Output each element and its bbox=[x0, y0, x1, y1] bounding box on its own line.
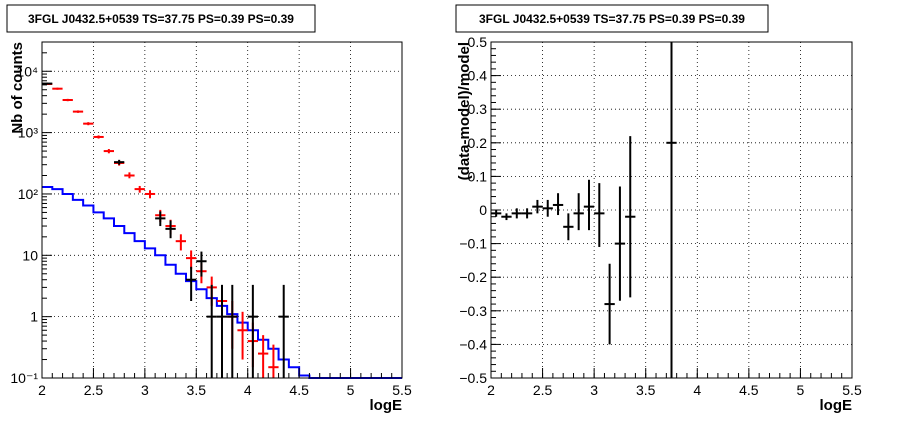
residual-data-point bbox=[583, 179, 595, 231]
counts-frame bbox=[41, 41, 403, 379]
residual-data-point bbox=[501, 213, 512, 221]
residual-x-tick-label: 3 bbox=[590, 382, 598, 398]
counts-data-point bbox=[124, 172, 135, 179]
counts-data-point bbox=[155, 211, 166, 227]
counts-y-tick-label: 10³ bbox=[18, 125, 39, 141]
counts-x-axis-label: logE bbox=[370, 397, 403, 414]
residual-data-point bbox=[594, 183, 605, 247]
counts-title-box bbox=[6, 4, 316, 33]
counts-ticks: 2 2.5 3 3.5 4 4.5 5 5.5 10⁻¹ 1 10 10² 10³ 10⁴ bbox=[10, 52, 412, 398]
counts-data-point bbox=[186, 266, 197, 301]
residual-data-point bbox=[532, 199, 543, 214]
residual-y-tick-label: −0.3 bbox=[459, 303, 487, 319]
counts-data-point bbox=[134, 185, 145, 193]
residual-y-tick-label: −0.4 bbox=[459, 336, 487, 352]
counts-data-point bbox=[52, 87, 63, 90]
residual-x-tick-label: 5 bbox=[797, 382, 805, 398]
counts-panel: 3FGL J0432.5+0539 TS=37.75 PS=0.39 PS=0.… bbox=[6, 4, 412, 414]
counts-data-point bbox=[216, 284, 228, 378]
counts-x-tick-label: 5 bbox=[347, 382, 355, 398]
counts-y-axis-label: Nb of counts bbox=[9, 42, 26, 134]
counts-data-point bbox=[93, 135, 104, 139]
residual-y-tick-label: −0.1 bbox=[459, 236, 487, 252]
counts-x-tick-label: 4.5 bbox=[289, 382, 309, 398]
counts-data-point bbox=[268, 344, 279, 378]
counts-y-tick-label: 10 bbox=[22, 247, 38, 263]
residual-y-tick-label: 0.5 bbox=[468, 34, 488, 50]
residual-y-axis-label: (data-model)/model bbox=[456, 42, 473, 180]
residual-data-point bbox=[614, 186, 626, 301]
residual-data-point bbox=[563, 213, 574, 241]
counts-data-point bbox=[227, 284, 238, 378]
residual-y-tick-label: −0.5 bbox=[459, 370, 487, 386]
counts-x-tick-label: 4 bbox=[244, 382, 252, 398]
residual-x-tick-label: 2 bbox=[487, 382, 495, 398]
counts-data-point bbox=[165, 220, 176, 239]
counts-x-tick-label: 2.5 bbox=[84, 382, 104, 398]
counts-data-point bbox=[62, 98, 73, 102]
counts-x-tick-label: 3 bbox=[141, 382, 149, 398]
residual-data-point bbox=[552, 193, 564, 216]
residual-data-point bbox=[573, 193, 584, 231]
counts-data-point bbox=[186, 250, 197, 269]
residual-y-tick-label: 0 bbox=[479, 202, 487, 218]
counts-data-point bbox=[144, 190, 156, 199]
counts-data-point bbox=[278, 284, 289, 378]
residual-y-tick-label: 0.2 bbox=[468, 135, 488, 151]
counts-title: 3FGL J0432.5+0539 TS=37.75 PS=0.39 PS=0.… bbox=[28, 12, 294, 26]
counts-series bbox=[42, 82, 402, 379]
counts-data-point bbox=[175, 234, 186, 251]
counts-y-tick-label: 10⁻¹ bbox=[10, 370, 38, 386]
counts-y-tick-label: 10² bbox=[18, 186, 39, 202]
residual-data-point bbox=[542, 199, 553, 217]
residual-data-point bbox=[491, 210, 502, 217]
counts-data-point bbox=[247, 284, 258, 378]
residual-y-tick-label: 0.1 bbox=[468, 168, 488, 184]
counts-data-point bbox=[258, 335, 269, 378]
residual-ticks: 2 2.5 3 3.5 4 4.5 5 5.5 −0.5 −0.4 −0.3 −0.2 −0.1 0 0.1… bbox=[459, 34, 862, 398]
residual-y-tick-label: −0.2 bbox=[459, 269, 487, 285]
counts-x-tick-label: 2 bbox=[38, 382, 46, 398]
counts-x-tick-label: 3.5 bbox=[187, 382, 207, 398]
counts-model-step-line bbox=[42, 185, 402, 379]
counts-data-point bbox=[42, 82, 53, 85]
residual-x-axis-label: logE bbox=[820, 397, 853, 414]
residual-x-tick-label: 2.5 bbox=[533, 382, 553, 398]
residual-y-tick-label: 0.3 bbox=[468, 101, 488, 117]
residual-series bbox=[491, 42, 677, 378]
counts-data-point bbox=[206, 284, 217, 378]
residual-data-point bbox=[521, 208, 533, 219]
residual-x-tick-label: 5.5 bbox=[842, 382, 862, 398]
counts-y-tick-label: 10⁴ bbox=[16, 63, 38, 79]
counts-data-point bbox=[72, 110, 84, 113]
residual-x-tick-label: 4.5 bbox=[739, 382, 759, 398]
counts-data-point bbox=[196, 251, 207, 277]
residual-panel: 3FGL J0432.5+0539 TS=37.75 PS=0.39 PS=0.… bbox=[455, 4, 862, 414]
counts-grid bbox=[42, 42, 402, 378]
residual-y-tick-label: 0.4 bbox=[468, 68, 488, 84]
residual-data-point bbox=[511, 208, 522, 219]
counts-data-point bbox=[103, 149, 114, 154]
counts-x-tick-label: 5.5 bbox=[392, 382, 412, 398]
residual-title-box bbox=[455, 4, 769, 33]
residual-data-point bbox=[604, 263, 615, 345]
counts-y-tick-label: 1 bbox=[30, 309, 38, 325]
residual-x-tick-label: 4 bbox=[693, 382, 701, 398]
counts-data-point bbox=[114, 159, 125, 165]
residual-title: 3FGL J0432.5+0539 TS=37.75 PS=0.39 PS=0.… bbox=[479, 12, 745, 26]
counts-data-point bbox=[237, 311, 248, 360]
counts-data-point bbox=[83, 122, 94, 126]
residual-data-point bbox=[666, 42, 677, 378]
residual-data-point bbox=[625, 136, 636, 298]
residual-x-tick-label: 3.5 bbox=[636, 382, 656, 398]
